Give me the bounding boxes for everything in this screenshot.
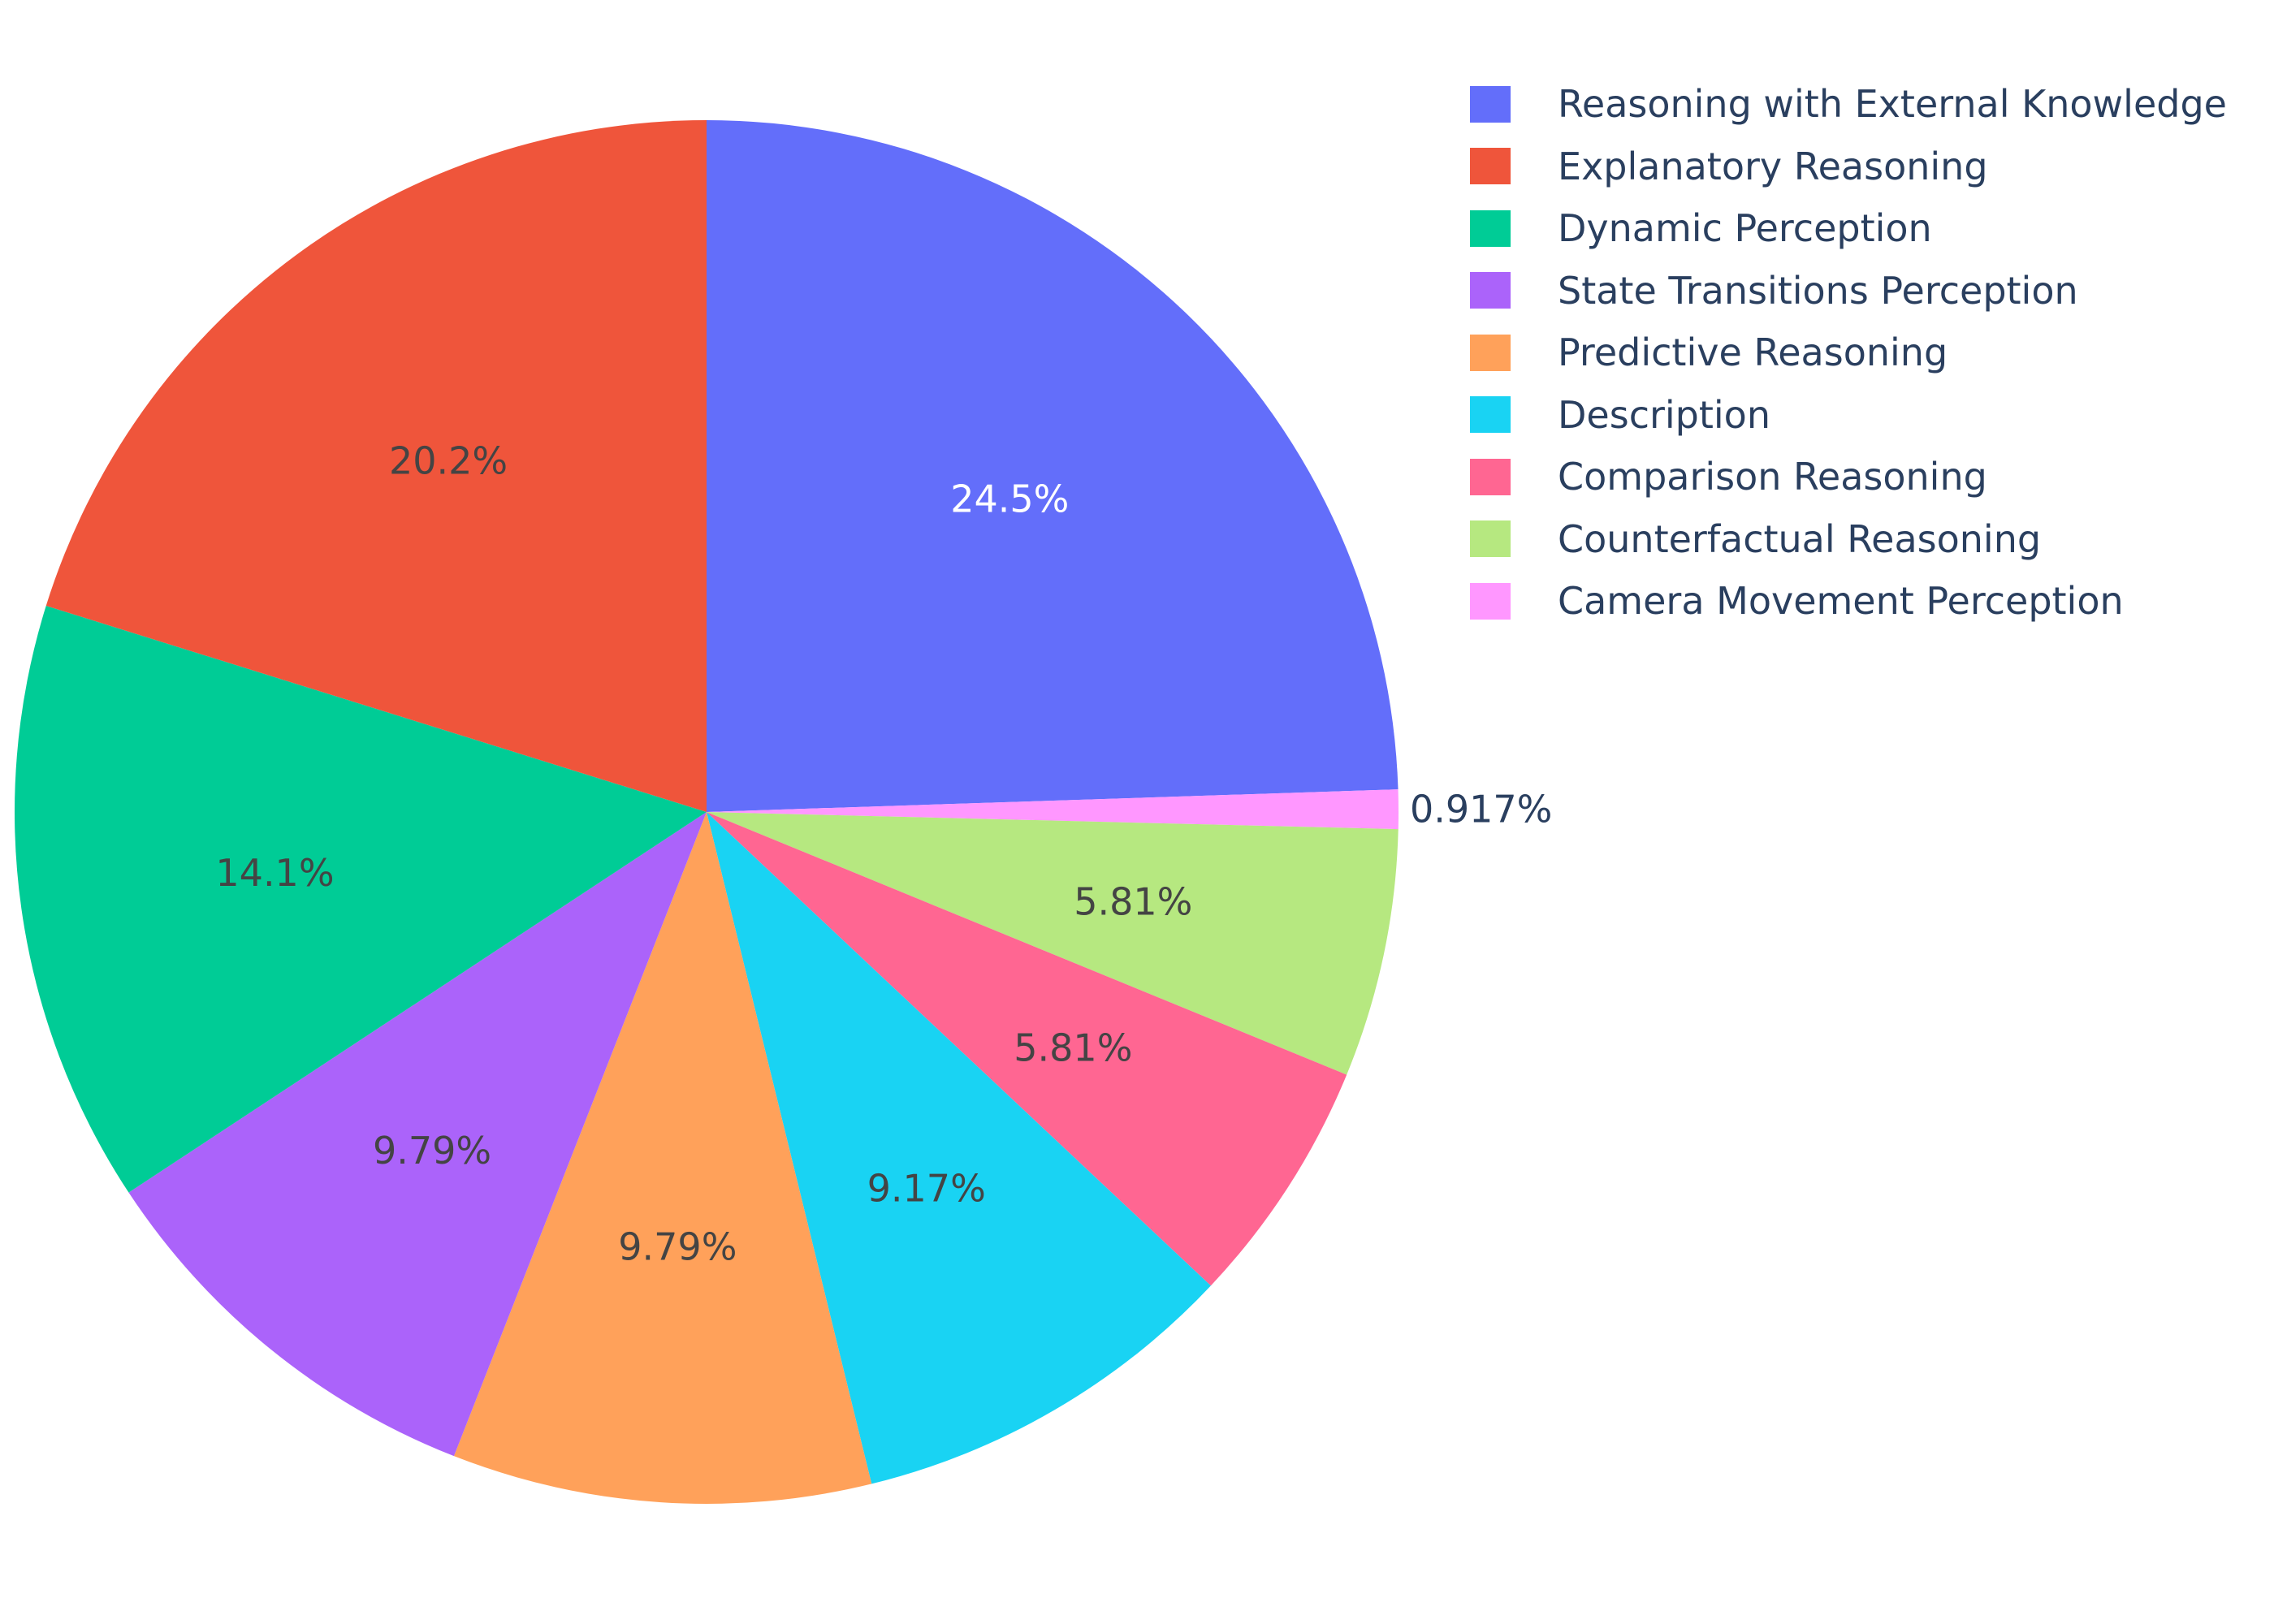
- legend-item-counterfactual-reasoning[interactable]: Counterfactual Reasoning: [1470, 508, 2227, 571]
- pie-slice-explanatory-reasoning[interactable]: [45, 120, 707, 812]
- slice-label-state-transitions-perception: 9.79%: [373, 1129, 491, 1173]
- legend-label: Explanatory Reasoning: [1558, 144, 1988, 188]
- slice-label-dynamic-perception: 14.1%: [215, 851, 334, 895]
- legend-label: Dynamic Perception: [1558, 206, 1932, 251]
- pie-slice-comparison-reasoning[interactable]: [707, 812, 1347, 1286]
- pie-slice-reasoning-with-external-knowledge[interactable]: [707, 120, 1399, 812]
- slice-label-reasoning-with-external-knowledge: 24.5%: [950, 477, 1069, 520]
- legend-item-state-transitions-perception[interactable]: State Transitions Perception: [1470, 260, 2227, 322]
- pie-slice-predictive-reasoning[interactable]: [453, 812, 872, 1504]
- slice-label-description: 9.17%: [867, 1166, 986, 1210]
- legend-item-comparison-reasoning[interactable]: Comparison Reasoning: [1470, 446, 2227, 508]
- legend-swatch: [1470, 582, 1511, 620]
- legend-label: Camera Movement Perception: [1558, 579, 2124, 624]
- legend-swatch: [1470, 272, 1511, 309]
- legend-swatch: [1470, 148, 1511, 185]
- legend: Reasoning with External Knowledge Explana…: [1470, 73, 2227, 633]
- legend-swatch: [1470, 85, 1511, 123]
- legend-label: Counterfactual Reasoning: [1558, 516, 2042, 561]
- legend-swatch: [1470, 334, 1511, 371]
- pie-slice-camera-movement-perception[interactable]: [707, 789, 1399, 830]
- slice-label-explanatory-reasoning: 20.2%: [389, 439, 508, 483]
- legend-swatch: [1470, 520, 1511, 558]
- legend-label: State Transitions Perception: [1558, 268, 2078, 313]
- legend-swatch: [1470, 458, 1511, 495]
- legend-label: Comparison Reasoning: [1558, 455, 1987, 499]
- legend-label: Description: [1558, 392, 1770, 437]
- legend-label: Reasoning with External Knowledge: [1558, 82, 2227, 127]
- pie-slice-state-transitions-perception[interactable]: [128, 812, 707, 1457]
- legend-swatch: [1470, 396, 1511, 434]
- legend-item-camera-movement-perception[interactable]: Camera Movement Perception: [1470, 570, 2227, 633]
- legend-swatch: [1470, 209, 1511, 247]
- legend-item-description[interactable]: Description: [1470, 384, 2227, 447]
- slice-label-comparison-reasoning: 5.81%: [1014, 1026, 1132, 1070]
- slice-label-counterfactual-reasoning: 5.81%: [1074, 879, 1192, 923]
- legend-item-explanatory-reasoning[interactable]: Explanatory Reasoning: [1470, 136, 2227, 198]
- slice-label-camera-movement-perception: 0.917%: [1410, 788, 1552, 831]
- legend-item-predictive-reasoning[interactable]: Predictive Reasoning: [1470, 322, 2227, 384]
- pie-slice-description[interactable]: [707, 812, 1211, 1484]
- pie-slice-dynamic-perception[interactable]: [15, 606, 707, 1193]
- legend-label: Predictive Reasoning: [1558, 330, 1948, 375]
- slice-label-predictive-reasoning: 9.79%: [618, 1225, 737, 1269]
- pie-slice-counterfactual-reasoning[interactable]: [707, 812, 1399, 1075]
- legend-item-reasoning-with-external-knowledge[interactable]: Reasoning with External Knowledge: [1470, 73, 2227, 136]
- legend-item-dynamic-perception[interactable]: Dynamic Perception: [1470, 197, 2227, 260]
